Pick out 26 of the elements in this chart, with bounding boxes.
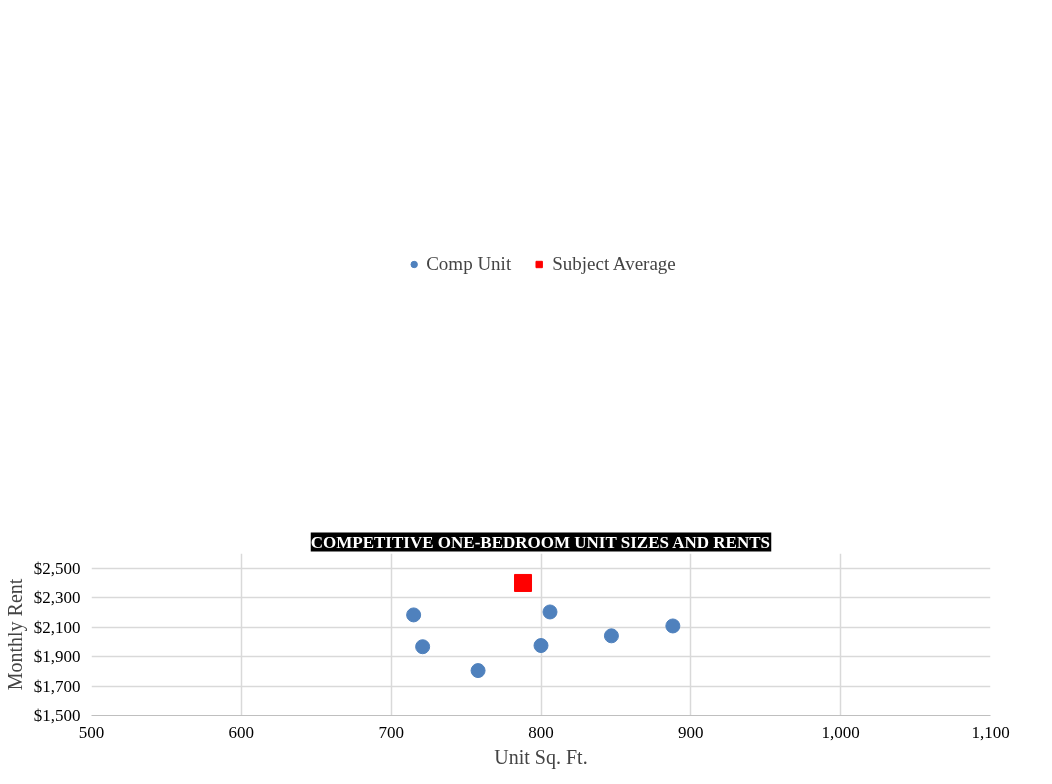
point <box>665 618 681 634</box>
y-tick-label: $1,900 <box>33 647 81 667</box>
x-tick-label: 1,000 <box>821 722 860 742</box>
x-tick-label: 500 <box>78 722 105 742</box>
chart-title: COMPETITIVE ONE-BEDROOM UNIT SIZES AND RENTS <box>310 532 770 552</box>
point <box>406 607 422 623</box>
x-tick-label: 700 <box>378 722 404 742</box>
y-tick-label: $1,700 <box>33 676 81 696</box>
x-tick-label: 900 <box>678 722 704 742</box>
y-tick-label: $2,300 <box>33 588 81 608</box>
y-tick-label: $2,100 <box>33 617 81 637</box>
x-axis-title: Unit Sq. Ft. <box>494 745 588 769</box>
point <box>415 639 431 655</box>
x-tick-label: 1,100 <box>971 722 1010 742</box>
point <box>542 604 558 620</box>
x-tick-label: 800 <box>528 722 554 742</box>
y-tick-label: $1,500 <box>33 706 81 725</box>
point <box>470 663 486 679</box>
legend-label: Comp Unit <box>426 252 512 275</box>
point <box>603 628 619 644</box>
point <box>533 638 549 654</box>
point <box>514 573 533 592</box>
y-tick-label: $2,500 <box>33 558 81 578</box>
legend-label: Subject Average <box>552 252 676 275</box>
y-axis-title: Monthly Rent <box>3 578 27 691</box>
x-tick-label: 600 <box>228 722 255 742</box>
